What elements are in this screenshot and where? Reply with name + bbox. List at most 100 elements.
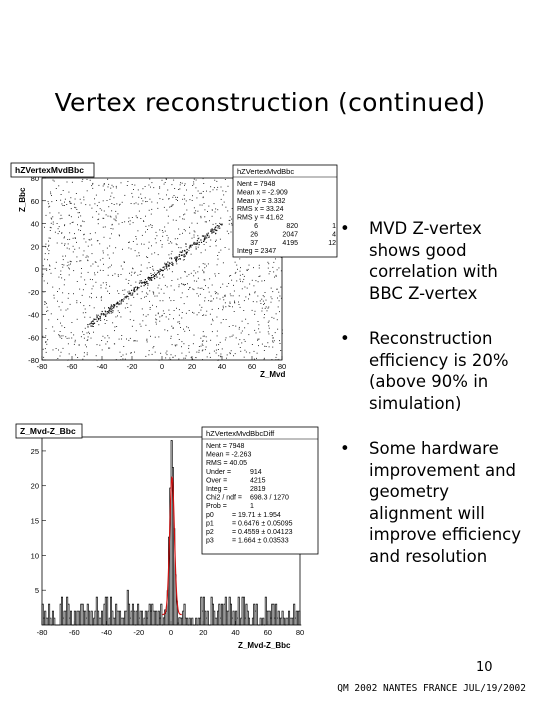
scatter-point [276, 288, 278, 290]
scatter-point [142, 200, 144, 202]
scatter-point [68, 264, 70, 266]
scatter-point [168, 242, 170, 244]
scatter-point [80, 225, 82, 226]
scatter-point [110, 195, 112, 197]
scatter-point [68, 248, 70, 250]
scatter-point [103, 183, 105, 184]
scatter-point [268, 333, 270, 335]
scatter-point [198, 295, 199, 297]
scatter-point [192, 358, 193, 360]
scatter-point [216, 330, 218, 332]
scatter-point [64, 244, 65, 246]
scatter-point [105, 282, 107, 284]
scatter-point [185, 246, 187, 248]
scatter-point [53, 330, 55, 332]
scatter-point [207, 263, 209, 265]
scatter-point [64, 224, 66, 226]
scatter-point [67, 297, 69, 299]
histogram-bars [41, 440, 302, 626]
scatter-point [128, 293, 130, 295]
scatter-point [225, 206, 227, 208]
scatter-point [107, 311, 110, 313]
scatter-point [153, 346, 155, 347]
scatter-point [46, 310, 47, 312]
scatter-point [260, 303, 262, 304]
scatter-point [45, 246, 47, 248]
histogram-stats-value: = 1.664 ± 0.03533 [232, 538, 289, 545]
scatter-point [71, 337, 73, 339]
scatter-point [208, 291, 210, 293]
scatter-point [228, 219, 230, 221]
scatter-point [48, 240, 49, 242]
scatter-point [72, 245, 74, 247]
scatter-point [58, 334, 60, 336]
scatter-point [140, 325, 142, 327]
scatter-point [203, 335, 205, 337]
scatter-point [213, 187, 215, 189]
scatter-point [163, 276, 165, 278]
scatter-point [121, 300, 123, 302]
scatter-point [184, 330, 186, 332]
scatter-point [125, 297, 127, 299]
scatter-point [249, 294, 251, 296]
scatter-point [44, 301, 46, 303]
scatter-point [257, 295, 259, 297]
scatter-point [133, 287, 135, 289]
scatter-point [124, 307, 126, 309]
scatter-point [127, 282, 129, 284]
scatter-point [122, 268, 124, 270]
scatter-point [70, 216, 72, 218]
scatter-point [137, 203, 139, 205]
scatter-point [238, 295, 240, 297]
scatter-point [197, 246, 199, 248]
scatter-point [147, 276, 150, 278]
scatter-point [98, 218, 100, 220]
scatter-point [214, 291, 216, 293]
scatter-point [100, 313, 102, 315]
scatter-point [263, 317, 265, 319]
scatter-point [230, 275, 232, 276]
scatter-point [66, 337, 68, 339]
scatter-point [251, 344, 253, 345]
scatter-point [69, 201, 71, 203]
scatter-point [186, 326, 188, 328]
scatter-point [245, 296, 247, 298]
scatter-point [154, 295, 156, 297]
scatter-point [193, 270, 195, 272]
scatter-point [111, 210, 113, 212]
scatter-point [131, 289, 133, 291]
scatter-point [57, 358, 59, 359]
scatter-point [55, 348, 57, 349]
scatter-point [47, 248, 48, 250]
scatter-point [211, 229, 213, 231]
scatter-y-tick-label: -80 [28, 356, 39, 365]
scatter-point [117, 213, 119, 215]
scatter-point [198, 241, 200, 243]
scatter-point [128, 241, 130, 243]
scatter-point [233, 290, 235, 292]
scatter-point [87, 326, 89, 328]
scatter-point [249, 283, 251, 285]
scatter-point [62, 335, 64, 337]
scatter-point [74, 206, 76, 208]
scatter-point [243, 339, 245, 341]
scatter-point [195, 357, 197, 358]
histogram-x-tick-label: 0 [169, 628, 173, 637]
scatter-point [228, 283, 230, 284]
scatter-y-tick-label: 80 [31, 174, 39, 183]
scatter-point [96, 317, 98, 319]
scatter-point [67, 343, 69, 345]
scatter-point [78, 247, 80, 249]
scatter-point [198, 237, 200, 239]
scatter-point [191, 222, 193, 224]
scatter-point [90, 238, 92, 240]
scatter-point [120, 316, 122, 318]
scatter-point [163, 292, 165, 294]
scatter-point [77, 224, 78, 226]
scatter-point [154, 351, 156, 353]
scatter-point [118, 234, 120, 236]
scatter-point [55, 188, 57, 189]
scatter-point [182, 232, 183, 234]
scatter-point [145, 315, 147, 317]
